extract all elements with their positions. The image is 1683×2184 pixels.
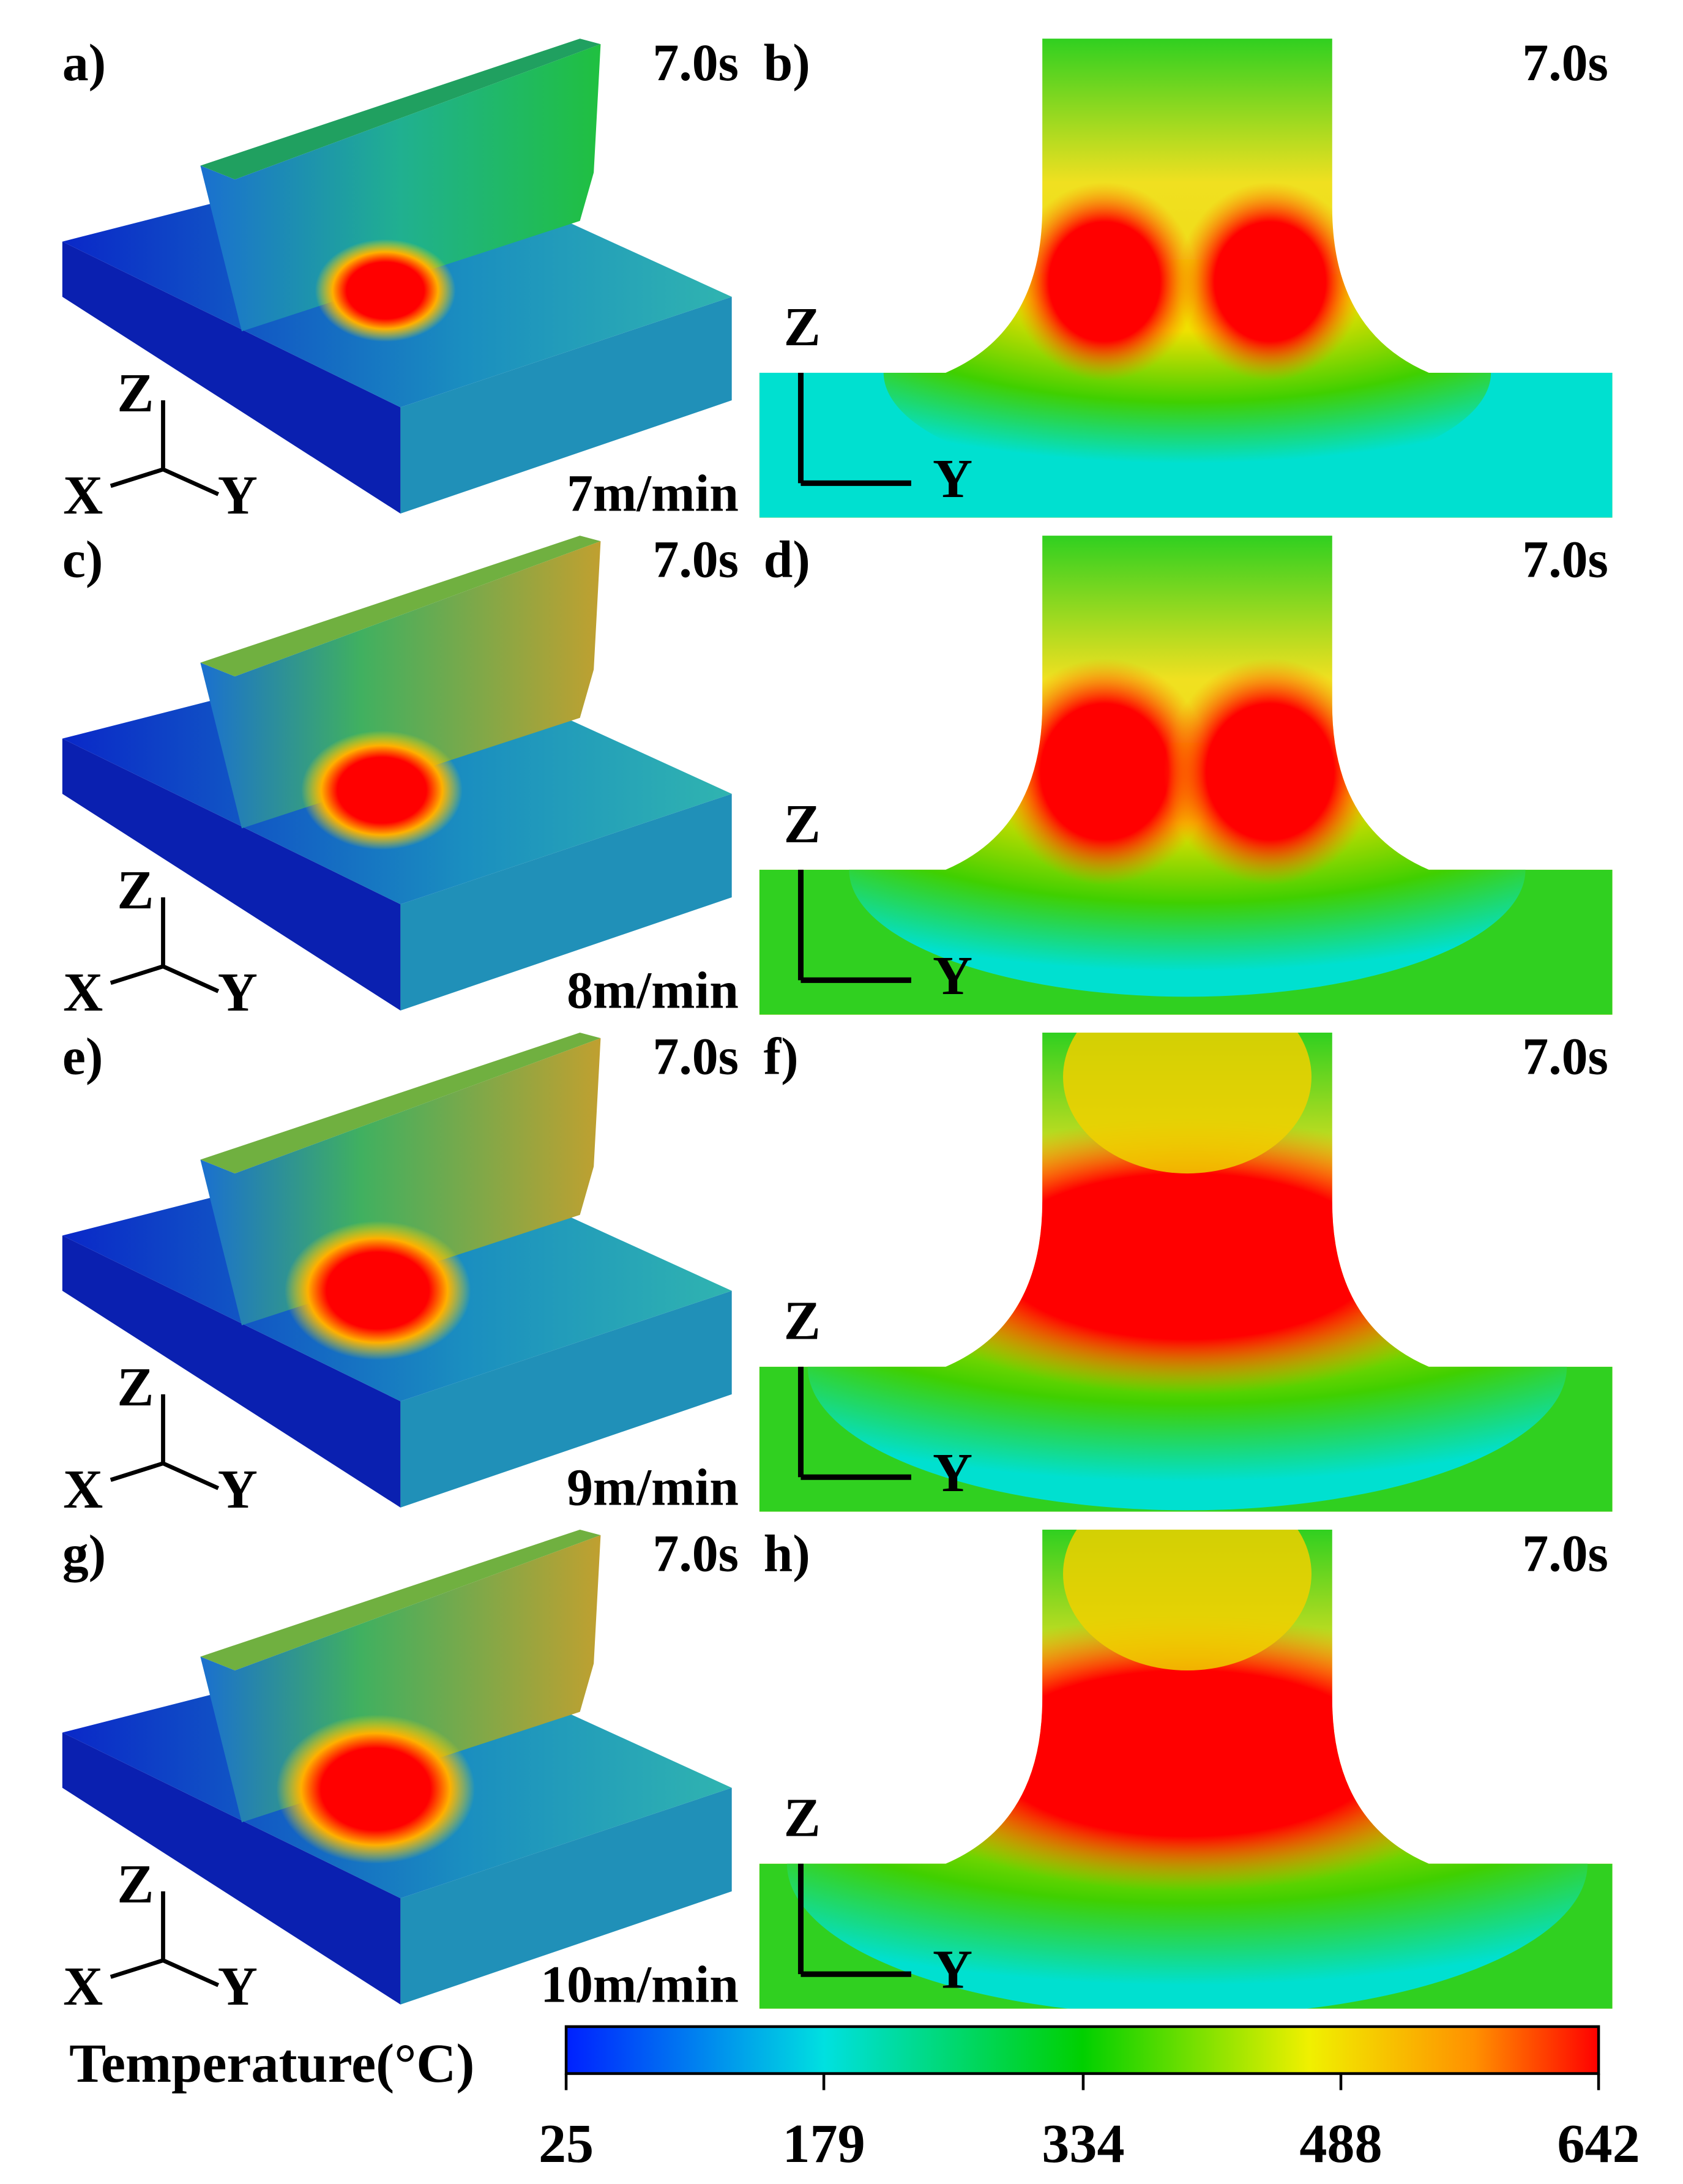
time-label: 7.0s bbox=[1522, 1028, 1608, 1086]
plate-face bbox=[200, 541, 601, 829]
panel-label: g) bbox=[62, 1525, 106, 1583]
axis-arrows bbox=[110, 1394, 220, 1490]
panel-label: h) bbox=[764, 1525, 810, 1583]
speed-label: 10m/min bbox=[540, 1955, 739, 2013]
axis-arrows bbox=[110, 400, 220, 496]
hot-zone bbox=[1163, 658, 1376, 885]
axis-label: Z bbox=[117, 1356, 154, 1418]
time-label: 7.0s bbox=[1522, 1525, 1608, 1583]
speed-label: 9m/min bbox=[567, 1458, 739, 1516]
hot-zone bbox=[1177, 182, 1363, 381]
hot-zone bbox=[1012, 182, 1197, 381]
base-side bbox=[400, 793, 732, 1011]
colorbar: Temperature(°C) 25 179 334 488 642 bbox=[69, 2025, 1640, 2174]
axis-label: X bbox=[63, 962, 103, 1023]
section-fill bbox=[759, 1033, 1613, 1512]
tick-label: 334 bbox=[1042, 2113, 1124, 2174]
weld-pool bbox=[276, 1715, 476, 1864]
plate-face bbox=[200, 44, 601, 332]
panel-label: d) bbox=[764, 531, 810, 589]
cool-core bbox=[1062, 1529, 1312, 1671]
axis-label: Z bbox=[117, 362, 154, 424]
axis-label: Y bbox=[218, 1956, 258, 2017]
plate-top bbox=[200, 1033, 601, 1174]
panel-label: e) bbox=[62, 1028, 103, 1086]
speed-label: 7m/min bbox=[567, 464, 739, 522]
axis-label: Z bbox=[784, 1290, 821, 1352]
base-side bbox=[400, 296, 732, 514]
axis-label: Y bbox=[933, 945, 972, 1006]
panel-label: a) bbox=[62, 34, 106, 92]
time-label: 7.0s bbox=[653, 1525, 739, 1583]
section-fill bbox=[759, 182, 1613, 518]
axis-label: X bbox=[63, 465, 103, 526]
axis-label: Y bbox=[933, 1939, 972, 2000]
time-label: 7.0s bbox=[653, 34, 739, 92]
axis-label: X bbox=[63, 1459, 103, 1520]
speed-label: 8m/min bbox=[567, 961, 739, 1019]
section-axes bbox=[797, 1863, 911, 1977]
weld-pool bbox=[284, 1221, 471, 1360]
section-fill bbox=[759, 1529, 1613, 2009]
axis-label: Z bbox=[784, 793, 821, 855]
section-axes bbox=[797, 372, 911, 486]
hot-zone bbox=[998, 658, 1211, 885]
axis-label: X bbox=[63, 1956, 103, 2017]
colorbar-title: Temperature(°C) bbox=[69, 2033, 474, 2094]
tick-label: 25 bbox=[539, 2113, 594, 2174]
section-fill bbox=[759, 658, 1613, 1015]
base-front bbox=[62, 1732, 401, 2005]
base-front bbox=[62, 1235, 401, 1508]
axis-label: Y bbox=[933, 448, 972, 509]
axis-arrows bbox=[110, 897, 220, 993]
axis-label: Z bbox=[117, 859, 154, 921]
base-front bbox=[62, 738, 401, 1011]
axis-label: Y bbox=[218, 465, 258, 526]
section-axes bbox=[797, 1366, 911, 1480]
axis-label: Y bbox=[933, 1442, 972, 1503]
tick-label: 179 bbox=[782, 2113, 865, 2174]
axis-label: Z bbox=[784, 1787, 821, 1849]
base-side bbox=[400, 1787, 732, 2005]
time-label: 7.0s bbox=[653, 1028, 739, 1086]
axis-label: Z bbox=[784, 296, 821, 357]
panel-label: f) bbox=[764, 1028, 799, 1086]
base-side bbox=[400, 1290, 732, 1508]
axis-label: Y bbox=[218, 962, 258, 1023]
plate-top bbox=[200, 536, 601, 677]
time-label: 7.0s bbox=[1522, 531, 1608, 589]
time-label: 7.0s bbox=[653, 531, 739, 589]
tick-label: 642 bbox=[1557, 2113, 1640, 2174]
panel-label: c) bbox=[62, 531, 103, 589]
axis-arrows bbox=[110, 1891, 220, 1988]
axis-label: Y bbox=[218, 1459, 258, 1520]
colorbar-scale bbox=[564, 2025, 1600, 2075]
plate-top bbox=[200, 1529, 601, 1671]
base-front bbox=[62, 241, 401, 514]
weld-pool bbox=[301, 730, 463, 850]
plate-top bbox=[200, 39, 601, 180]
weld-pool bbox=[315, 239, 456, 342]
time-label: 7.0s bbox=[1522, 34, 1608, 92]
section-axes bbox=[797, 869, 911, 983]
panel-label: b) bbox=[764, 34, 810, 92]
tick-label: 488 bbox=[1299, 2113, 1382, 2174]
cool-core bbox=[1062, 1033, 1312, 1174]
axis-label: Z bbox=[117, 1853, 154, 1915]
